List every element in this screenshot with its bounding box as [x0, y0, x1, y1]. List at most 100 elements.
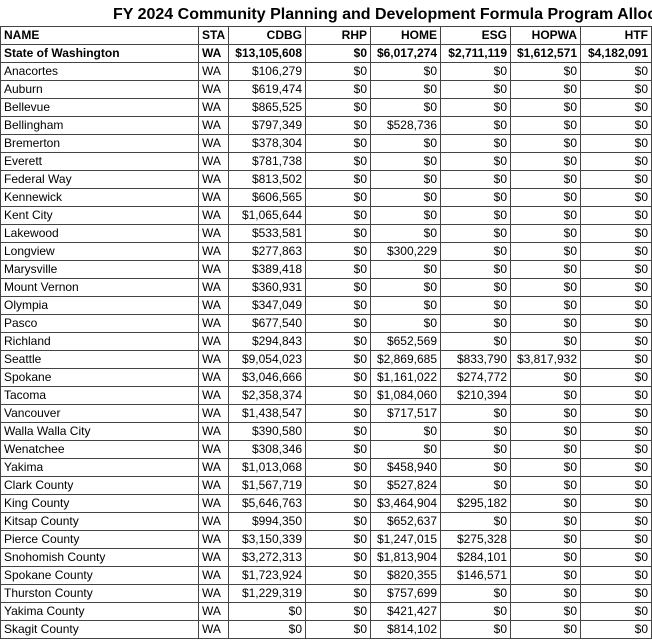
table-cell: $0 — [510, 602, 581, 621]
table-cell: Walla Walla City — [0, 422, 199, 441]
table-cell: $0 — [305, 548, 371, 567]
table-cell: $0 — [580, 224, 652, 243]
table-cell: $0 — [510, 206, 581, 225]
table-cell: $0 — [510, 224, 581, 243]
table-cell: $0 — [580, 386, 652, 405]
table-row: Olympia WA $347,049 $0 $0 $0 $0 $0 — [0, 296, 652, 315]
table-cell: $9,054,023 — [228, 350, 306, 369]
table-row: Auburn WA $619,474 $0 $0 $0 $0 $0 — [0, 80, 652, 99]
table-cell: $0 — [510, 80, 581, 99]
table-cell: $0 — [580, 422, 652, 441]
table-cell: $0 — [510, 512, 581, 531]
table-cell: $0 — [510, 566, 581, 585]
table-cell: WA — [198, 62, 229, 81]
table-cell: $0 — [305, 440, 371, 459]
table-row: Longview WA $277,863 $0 $300,229 $0 $0 $0 — [0, 242, 652, 261]
table-cell: $210,394 — [440, 386, 511, 405]
table-cell: $1,723,924 — [228, 566, 306, 585]
table-cell: $1,813,904 — [370, 548, 441, 567]
table-cell: WA — [198, 566, 229, 585]
table-cell: $0 — [370, 224, 441, 243]
table-cell: $528,736 — [370, 116, 441, 135]
table-cell: WA — [198, 98, 229, 117]
table-cell: $0 — [370, 440, 441, 459]
table-cell: $0 — [440, 620, 511, 639]
table-row: Kitsap County WA $994,350 $0 $652,637 $0 $0 $0 — [0, 512, 652, 531]
sheet-title: FY 2024 Community Planning and Developme… — [113, 6, 652, 23]
table-row: Clark County WA $1,567,719 $0 $527,824 $0 $0 $0 — [0, 476, 652, 495]
table-cell: $0 — [305, 620, 371, 639]
table-cell: $0 — [440, 242, 511, 261]
table-cell: WA — [198, 242, 229, 261]
table-cell: $0 — [510, 440, 581, 459]
table-cell: $0 — [305, 494, 371, 513]
table-cell: Kennewick — [0, 188, 199, 207]
table-cell: $0 — [370, 188, 441, 207]
table-cell: $1,567,719 — [228, 476, 306, 495]
table-row: Kennewick WA $606,565 $0 $0 $0 $0 $0 — [0, 188, 652, 207]
table-cell: $0 — [510, 134, 581, 153]
table-cell: $0 — [305, 152, 371, 171]
table-cell: $606,565 — [228, 188, 306, 207]
table-cell: $0 — [510, 404, 581, 423]
table-cell: $820,355 — [370, 566, 441, 585]
table-cell: $3,046,666 — [228, 368, 306, 387]
table-cell: Bremerton — [0, 134, 199, 153]
table-row: Tacoma WA $2,358,374 $0 $1,084,060 $210,394 $0… — [0, 386, 652, 405]
table-cell: Bellevue — [0, 98, 199, 117]
table-cell: Yakima — [0, 458, 199, 477]
table-cell: $0 — [510, 242, 581, 261]
table-row: Spokane County WA $1,723,924 $0 $820,355 $146… — [0, 566, 652, 585]
table-cell: $347,049 — [228, 296, 306, 315]
table-cell: $757,699 — [370, 584, 441, 603]
table-cell: $0 — [440, 98, 511, 117]
table-cell: $0 — [305, 296, 371, 315]
table-cell: $0 — [440, 404, 511, 423]
table-cell: $0 — [370, 314, 441, 333]
table-cell: $0 — [305, 170, 371, 189]
table-cell: HOPWA — [510, 26, 581, 45]
table-cell: $0 — [580, 494, 652, 513]
table-cell: $4,182,091 — [580, 44, 652, 63]
table-cell: $0 — [440, 332, 511, 351]
table-cell: $0 — [510, 170, 581, 189]
table-cell: $652,637 — [370, 512, 441, 531]
table-cell: WA — [198, 350, 229, 369]
table-cell: $833,790 — [440, 350, 511, 369]
table-cell: $0 — [370, 170, 441, 189]
table-cell: $0 — [510, 260, 581, 279]
table-cell: King County — [0, 494, 199, 513]
table-cell: WA — [198, 206, 229, 225]
table-cell: $527,824 — [370, 476, 441, 495]
table-cell: $0 — [580, 152, 652, 171]
table-cell: $717,517 — [370, 404, 441, 423]
table-cell: $274,772 — [440, 368, 511, 387]
table-cell: WA — [198, 116, 229, 135]
table-cell: WA — [198, 44, 229, 63]
table-cell: $0 — [580, 440, 652, 459]
table-cell: $0 — [510, 98, 581, 117]
table-cell: $0 — [305, 422, 371, 441]
table-cell: $3,817,932 — [510, 350, 581, 369]
table-cell: $360,931 — [228, 278, 306, 297]
table-cell: $0 — [580, 314, 652, 333]
table-cell: Auburn — [0, 80, 199, 99]
table-cell: $0 — [440, 314, 511, 333]
table-cell: $421,427 — [370, 602, 441, 621]
table-cell: $378,304 — [228, 134, 306, 153]
table-cell: $0 — [510, 422, 581, 441]
table-cell: $0 — [440, 188, 511, 207]
table-cell: $0 — [580, 584, 652, 603]
table-cell: $308,346 — [228, 440, 306, 459]
table-cell: $2,358,374 — [228, 386, 306, 405]
table-cell: $0 — [440, 278, 511, 297]
table-cell: $0 — [228, 620, 306, 639]
table-cell: Spokane — [0, 368, 199, 387]
table-cell: $0 — [510, 476, 581, 495]
table-cell: $3,150,339 — [228, 530, 306, 549]
table-cell: $3,464,904 — [370, 494, 441, 513]
table-cell: RHP — [305, 26, 371, 45]
table-cell: WA — [198, 188, 229, 207]
table-cell: $0 — [305, 368, 371, 387]
table-cell: $652,569 — [370, 332, 441, 351]
